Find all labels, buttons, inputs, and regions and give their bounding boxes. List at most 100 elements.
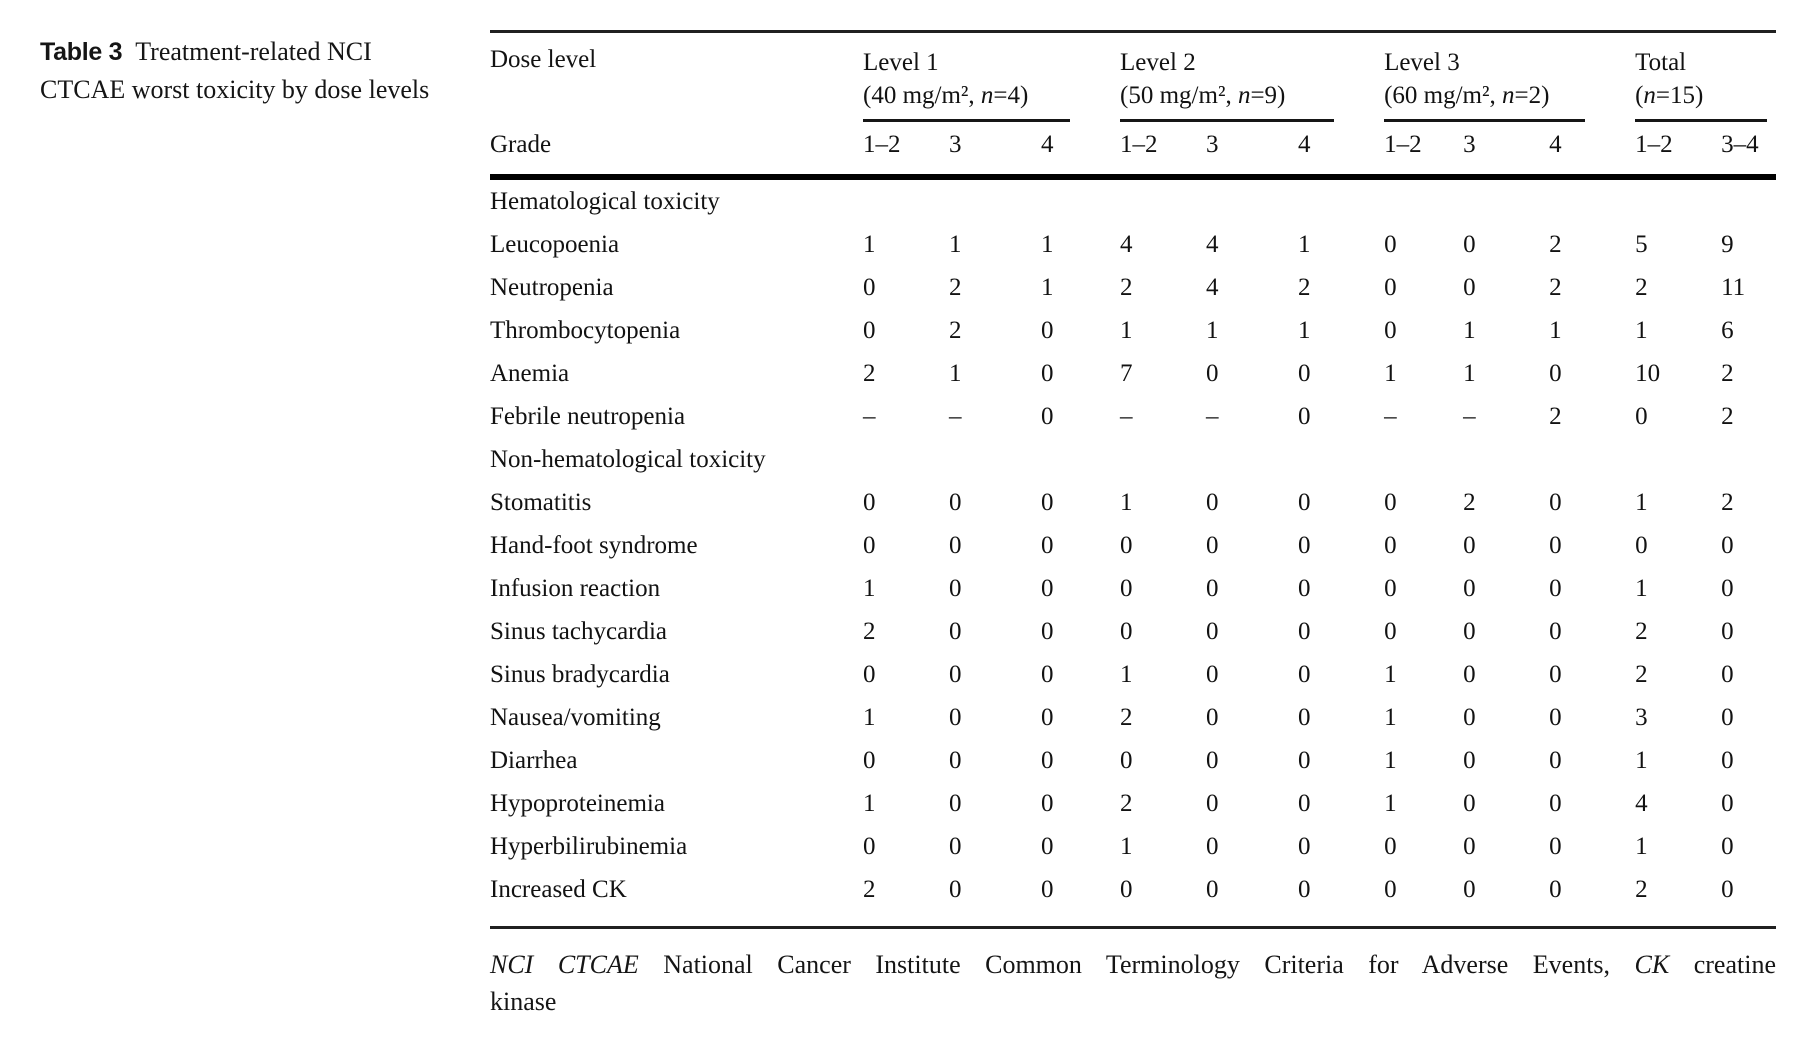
cell-value: 0: [1298, 868, 1385, 929]
cell-value: 2: [1635, 273, 1648, 301]
cell-value: 0: [949, 531, 962, 559]
cell-value: 0: [1206, 868, 1299, 929]
cell-value: 0: [949, 660, 962, 688]
cell-value: 1: [1463, 359, 1476, 387]
level2-dose-n: (50 mg/m², n=9): [1120, 79, 1384, 112]
cell-value: 1: [1298, 230, 1311, 258]
cell-value: 1: [949, 230, 962, 258]
cell-value: 0: [1298, 789, 1311, 817]
cell-value: 0: [1298, 531, 1311, 559]
cell-value: 0: [1120, 574, 1133, 602]
cell-value: 4: [1120, 230, 1133, 258]
grade-col-header: 1–2: [1635, 122, 1722, 180]
cell-value: 0: [1463, 703, 1476, 731]
cell-value: 0: [863, 273, 876, 301]
cell-value: 0: [1384, 488, 1397, 516]
cell-value: –: [1384, 402, 1397, 430]
cell-value: 0: [1206, 703, 1219, 731]
grade-header-row: Grade 1–2 3 4 1–2 3 4 1–2 3 4 1–2 3–4: [490, 122, 1777, 180]
row-label: Thrombocytopenia: [490, 316, 681, 344]
cell-value: 0: [1384, 868, 1464, 929]
cell-value: 0: [1041, 617, 1054, 645]
abbr-nci-ctcae: NCI CTCAE: [490, 950, 639, 979]
row-label: Increased CK: [490, 868, 863, 929]
toxicity-table-container: Dose level Level 1 (40 mg/m², n=4) Level…: [490, 30, 1777, 1020]
cell-value: 0: [1721, 746, 1734, 774]
cell-value: 1: [1635, 832, 1648, 860]
row-label: Febrile neutropenia: [490, 402, 686, 430]
total-paren: (: [1635, 82, 1644, 109]
cell-value: 0: [1041, 531, 1054, 559]
cell-value: 1: [1120, 488, 1133, 516]
table-row: Hypoproteinemia 1 0 0 2 0 0 1 0 0 4 0: [490, 782, 1776, 825]
cell-value: 0: [1721, 660, 1734, 688]
level1-group-header: Level 1 (40 mg/m², n=4): [863, 32, 1120, 122]
level1-dose-n: (40 mg/m², n=4): [863, 79, 1120, 112]
grade-col-header: 4: [1298, 122, 1385, 180]
table-caption-text: Treatment-related NCI CTCAE worst toxici…: [40, 37, 430, 104]
cell-value: 0: [1120, 868, 1207, 929]
row-label: Hand-foot syndrome: [490, 531, 698, 559]
cell-value: 0: [1384, 316, 1397, 344]
cell-value: 2: [1721, 402, 1734, 430]
cell-value: 0: [1463, 660, 1476, 688]
cell-value: 0: [949, 574, 962, 602]
grade-col-header: 1–2: [863, 122, 949, 180]
cell-value: 0: [1549, 574, 1562, 602]
cell-value: 0: [1298, 402, 1311, 430]
cell-value: 0: [1463, 746, 1476, 774]
table-row: Leucopoenia 1 1 1 4 4 1 0 0 2 5 9: [490, 223, 1776, 266]
level2-dose-text: (50 mg/m²,: [1120, 82, 1238, 109]
footnote-definition-1: National Cancer Institute Common Termino…: [663, 950, 1611, 979]
table-header: Dose level Level 1 (40 mg/m², n=4) Level…: [490, 32, 1777, 180]
cell-value: 4: [1206, 273, 1219, 301]
cell-value: 0: [1298, 488, 1311, 516]
cell-value: 0: [1041, 832, 1054, 860]
cell-value: 7: [1120, 359, 1133, 387]
cell-value: 2: [1120, 703, 1133, 731]
row-label: Sinus bradycardia: [490, 660, 670, 688]
cell-value: 1: [863, 703, 876, 731]
cell-value: 1: [1120, 316, 1133, 344]
cell-value: 0: [1549, 703, 1562, 731]
cell-value: 0: [863, 488, 876, 516]
cell-value: 0: [949, 746, 962, 774]
table-row: Anemia 2 1 0 7 0 0 1 1 0 10 2: [490, 352, 1776, 395]
cell-value: 0: [863, 316, 876, 344]
cell-value: 0: [1206, 488, 1219, 516]
cell-value: 1: [1120, 832, 1133, 860]
dose-level-header-row: Dose level Level 1 (40 mg/m², n=4) Level…: [490, 32, 1776, 122]
cell-value: 0: [863, 531, 876, 559]
table-row: Hyperbilirubinemia 0 0 0 1 0 0 0 0 0 1 0: [490, 825, 1776, 868]
level3-dose-n: (60 mg/m², n=2): [1384, 79, 1635, 112]
row-label: Hyperbilirubinemia: [490, 832, 688, 860]
table-row: Neutropenia 0 2 1 2 4 2 0 0 2 2 11: [490, 266, 1776, 309]
cell-value: 2: [1120, 273, 1133, 301]
total-group-header: Total (n=15): [1635, 32, 1776, 122]
abbr-ck: CK: [1634, 950, 1670, 979]
cell-value: 4: [1206, 230, 1219, 258]
cell-value: 0: [1463, 832, 1476, 860]
cell-value: 0: [863, 660, 876, 688]
table-row: Stomatitis 0 0 0 1 0 0 0 2 0 1 2: [490, 481, 1776, 524]
level2-underline: [1120, 119, 1335, 122]
n-symbol: n: [1643, 82, 1656, 109]
row-label: Hypoproteinemia: [490, 789, 665, 817]
cell-value: 0: [1549, 868, 1636, 929]
cell-value: 0: [1206, 660, 1219, 688]
grade-col-header: 3: [1463, 122, 1550, 180]
cell-value: 1: [1463, 316, 1476, 344]
cell-value: 2: [1635, 617, 1648, 645]
row-label: Leucopoenia: [490, 230, 620, 258]
cell-value: 0: [1549, 531, 1562, 559]
grade-col-header: 4: [1549, 122, 1636, 180]
cell-value: 0: [1298, 617, 1311, 645]
cell-value: 0: [1549, 617, 1562, 645]
footnote-definition-2: creatine: [1693, 950, 1776, 979]
cell-value: 1: [1041, 273, 1054, 301]
cell-value: 0: [1384, 273, 1397, 301]
table-row: Diarrhea 0 0 0 0 0 0 1 0 0 1 0: [490, 739, 1776, 782]
cell-value: 0: [1041, 488, 1054, 516]
cell-value: 0: [1298, 574, 1311, 602]
